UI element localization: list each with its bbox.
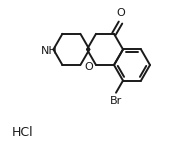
Text: NH: NH <box>41 46 58 56</box>
Text: O: O <box>84 62 93 72</box>
Text: HCl: HCl <box>12 126 34 139</box>
Text: Br: Br <box>110 96 122 106</box>
Text: O: O <box>116 8 125 18</box>
